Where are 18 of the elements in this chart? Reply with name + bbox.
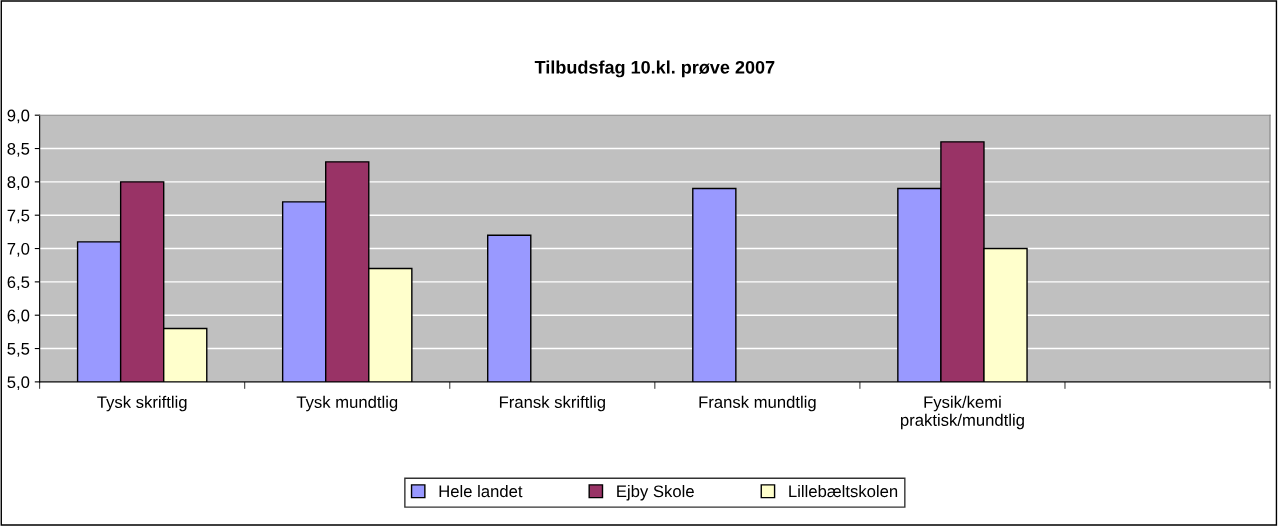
y-tick-label: 8,5 <box>7 142 30 157</box>
x-tick-label: Tysk mundtlig <box>296 395 398 412</box>
y-tick-label: 7,0 <box>7 242 30 257</box>
legend-label: Hele landet <box>439 484 523 498</box>
y-tick-label: 5,0 <box>7 376 30 391</box>
y-tick-label: 5,5 <box>7 343 30 357</box>
x-tick-label: Tysk skriftlig <box>97 395 187 412</box>
x-tick-label: Fransk mundtlig <box>699 395 816 412</box>
y-tick-label: 6,5 <box>7 276 30 291</box>
y-tick-label: 9,0 <box>7 109 30 124</box>
legend-label: Lillebæltskolen <box>789 484 898 498</box>
chart-title: Tilbudsfag 10.kl. prøve 2007 <box>534 60 775 78</box>
x-tick-label: Fransk skriftlig <box>499 395 605 412</box>
y-tick-label: 7,5 <box>7 209 30 224</box>
y-tick-label: 6,0 <box>7 309 30 324</box>
x-tick-label: Fysik/kemi praktisk/mundtlig <box>901 395 1024 430</box>
legend-label: Ejby Skole <box>617 484 694 501</box>
y-tick-label: 8,0 <box>7 176 30 191</box>
